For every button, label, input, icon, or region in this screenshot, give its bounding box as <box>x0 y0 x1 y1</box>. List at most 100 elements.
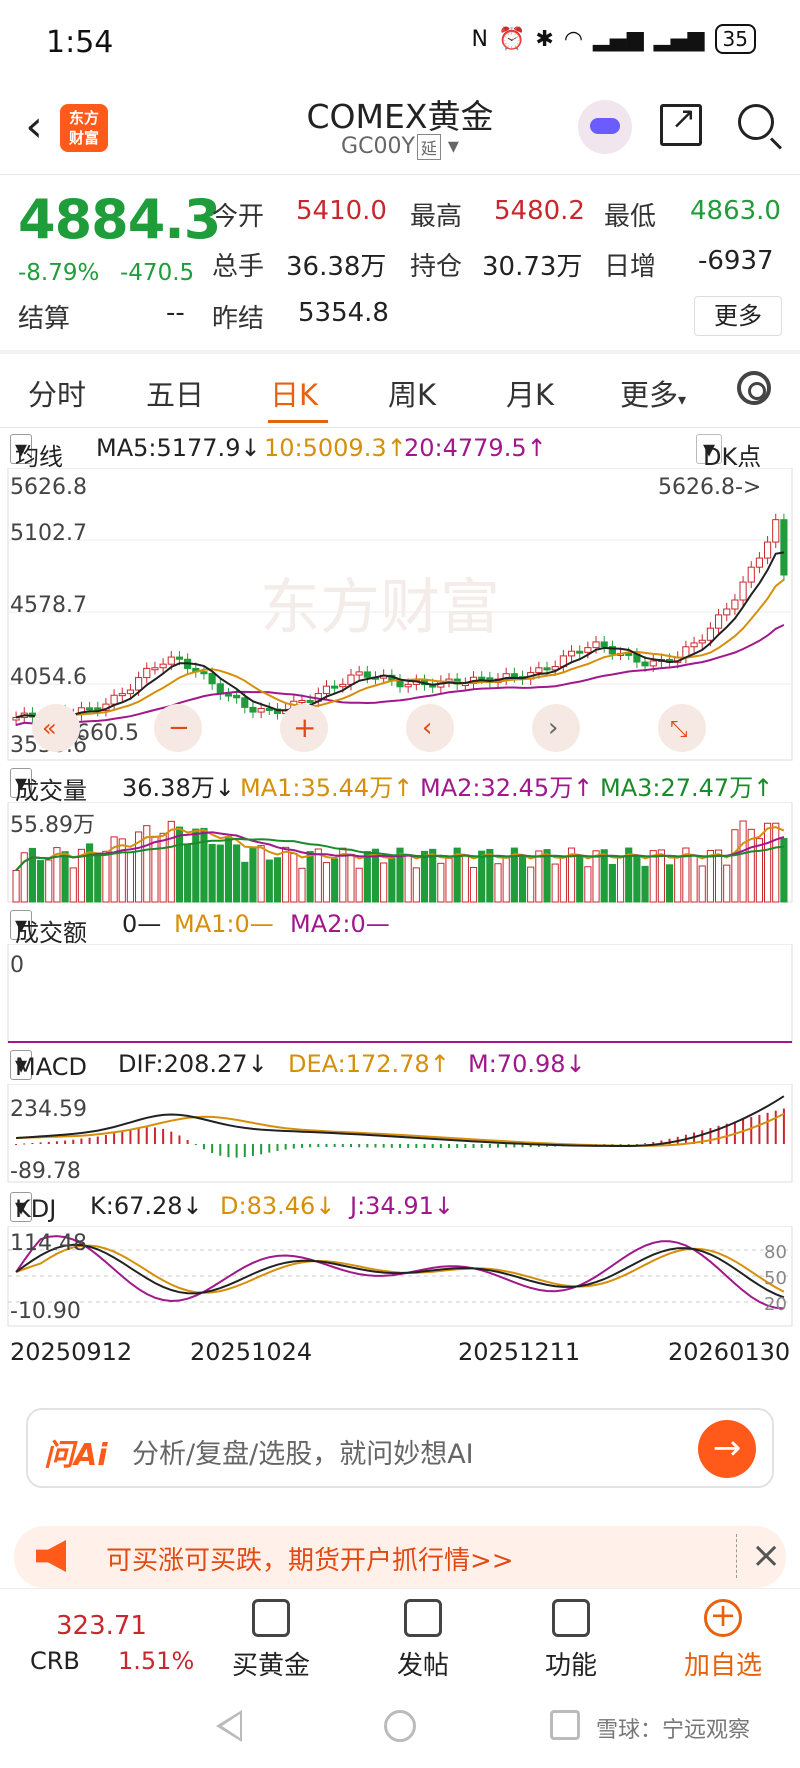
volume-bar <box>600 849 608 903</box>
arrow-right-icon[interactable]: → <box>698 1420 756 1478</box>
macd-bar <box>145 1127 148 1144</box>
settle-label: 结算 <box>18 304 71 334</box>
double-left-icon: « <box>42 714 57 742</box>
date-label: 20251211 <box>458 1338 581 1366</box>
tab-daily-k[interactable]: 日K <box>270 378 319 412</box>
macd-bar <box>505 1144 508 1148</box>
macd-bar <box>439 1144 442 1149</box>
macd-bar <box>635 1144 638 1145</box>
volume-bar <box>755 838 763 903</box>
search-icon[interactable] <box>738 104 774 140</box>
zoom-in-button[interactable] <box>280 704 328 752</box>
scroll-right-button[interactable] <box>532 704 580 752</box>
volume-bar <box>567 847 576 903</box>
tab-intraday[interactable]: 分时 <box>28 378 87 412</box>
period-tabs: 分时 五日 日K 周K 月K 更多▾ <box>0 354 800 428</box>
macd-bar <box>23 1143 26 1145</box>
nav-add-watchlist[interactable]: 加自选 <box>668 1596 778 1682</box>
candle <box>355 671 363 676</box>
volume-bar <box>592 850 600 903</box>
zoom-out-button[interactable] <box>154 704 202 752</box>
nav-functions[interactable]: 功能 <box>516 1599 626 1682</box>
candle <box>723 608 731 616</box>
macd-axis-bottom: -89.78 <box>10 1159 81 1184</box>
tab-more[interactable]: 更多▾ <box>620 372 686 414</box>
plus-icon: + <box>293 711 316 744</box>
candle <box>12 716 20 721</box>
contract-code[interactable]: GC00Y 延 ▾ <box>0 134 800 160</box>
volume-chart[interactable]: 55.89万 <box>0 802 800 904</box>
kdj-chart[interactable]: 114.48 -10.90 80 50 20 <box>0 1226 800 1336</box>
ai-robot-icon[interactable] <box>578 100 632 154</box>
share-icon[interactable] <box>660 101 702 146</box>
volume-bar <box>314 848 322 903</box>
edit-icon <box>404 1599 442 1637</box>
macd-select[interactable]: MACD ▾ <box>10 1050 87 1081</box>
candle <box>755 557 763 568</box>
volume-bar <box>674 856 682 903</box>
volume-bar <box>633 855 641 903</box>
dk-point-button[interactable]: DK点 ▾ <box>696 434 761 471</box>
macd-chart[interactable]: 234.59 -89.78 <box>0 1084 800 1186</box>
volume-bar <box>69 867 77 903</box>
candle <box>363 671 371 678</box>
promo-banner[interactable]: 可买涨可买跌，期货开户抓行情>> × <box>14 1526 786 1588</box>
chart-frame <box>7 468 793 761</box>
candle <box>175 656 184 660</box>
grid-icon <box>552 1599 590 1637</box>
tab-weekly-k[interactable]: 周K <box>388 378 437 412</box>
dif-line <box>16 1095 785 1147</box>
daily-inc-label: 日增 <box>604 252 657 282</box>
zoom-out-left-button[interactable] <box>32 704 80 752</box>
fullscreen-button[interactable] <box>658 704 706 752</box>
header: ‹ 东方 财富 COMEX黄金 GC00Y 延 ▾ <box>0 84 800 174</box>
volume-bar <box>388 858 396 903</box>
candle <box>731 599 739 610</box>
volume-bar <box>45 859 53 903</box>
candle <box>625 652 633 656</box>
volume-bar <box>763 822 772 903</box>
macd-bar <box>96 1136 99 1144</box>
volume-bar <box>412 867 420 903</box>
ask-ai-input[interactable]: 问Ai 分析/复盘/选股，就问妙想AI → <box>26 1408 774 1488</box>
kdj-select[interactable]: KDJ ▾ <box>10 1192 56 1223</box>
tab-five-day[interactable]: 五日 <box>146 378 205 412</box>
back-triangle-icon[interactable] <box>216 1710 242 1742</box>
more-quote-button[interactable]: 更多 <box>694 296 782 336</box>
scroll-left-button[interactable] <box>406 704 454 752</box>
amount-chart[interactable]: 0 <box>0 944 800 1046</box>
price-axis-top: 5626.8 <box>10 475 87 500</box>
macd-bar <box>668 1138 671 1144</box>
macd-bar <box>497 1144 500 1148</box>
nav-label: 买黄金 <box>231 1651 310 1681</box>
last-price: 4884.3 <box>18 188 221 251</box>
ma-select[interactable]: 均线 ▾ <box>10 434 63 471</box>
amount-select[interactable]: 成交额 ▾ <box>10 910 87 947</box>
recent-apps-icon[interactable] <box>550 1710 580 1740</box>
macd-bar <box>47 1141 50 1144</box>
nav-post[interactable]: 发帖 <box>368 1599 478 1682</box>
volume-bar <box>135 831 143 903</box>
macd-axis-top: 234.59 <box>10 1097 87 1122</box>
home-circle-icon[interactable] <box>384 1710 416 1742</box>
macd-bar <box>407 1144 410 1148</box>
volume-select-label: 成交量 <box>15 777 87 805</box>
chart-icon <box>252 1599 290 1637</box>
nav-buy-gold[interactable]: 买黄金 <box>216 1599 326 1682</box>
candlestick-chart[interactable]: 东方财富 5626.8 5102.7 4578.7 4054.6 3530.6 … <box>0 468 800 762</box>
volume-select[interactable]: 成交量 ▾ <box>10 768 87 805</box>
amount-legend-row: 成交额 ▾ 0— MA1:0— MA2:0— <box>0 908 800 947</box>
gear-icon[interactable] <box>737 371 771 405</box>
macd-bar <box>88 1137 91 1144</box>
macd-bar <box>382 1144 385 1148</box>
close-icon[interactable]: × <box>736 1534 781 1578</box>
volume-ma2: MA2:32.45万↑ <box>420 774 594 802</box>
volume-bar <box>86 843 94 903</box>
volume-bar <box>747 828 755 903</box>
macd-bar <box>202 1144 205 1150</box>
tab-monthly-k[interactable]: 月K <box>506 378 555 412</box>
low-label: 最低 <box>604 202 657 232</box>
back-icon[interactable]: ‹ <box>25 101 43 152</box>
candle <box>151 667 159 671</box>
volume-bar <box>576 854 584 903</box>
